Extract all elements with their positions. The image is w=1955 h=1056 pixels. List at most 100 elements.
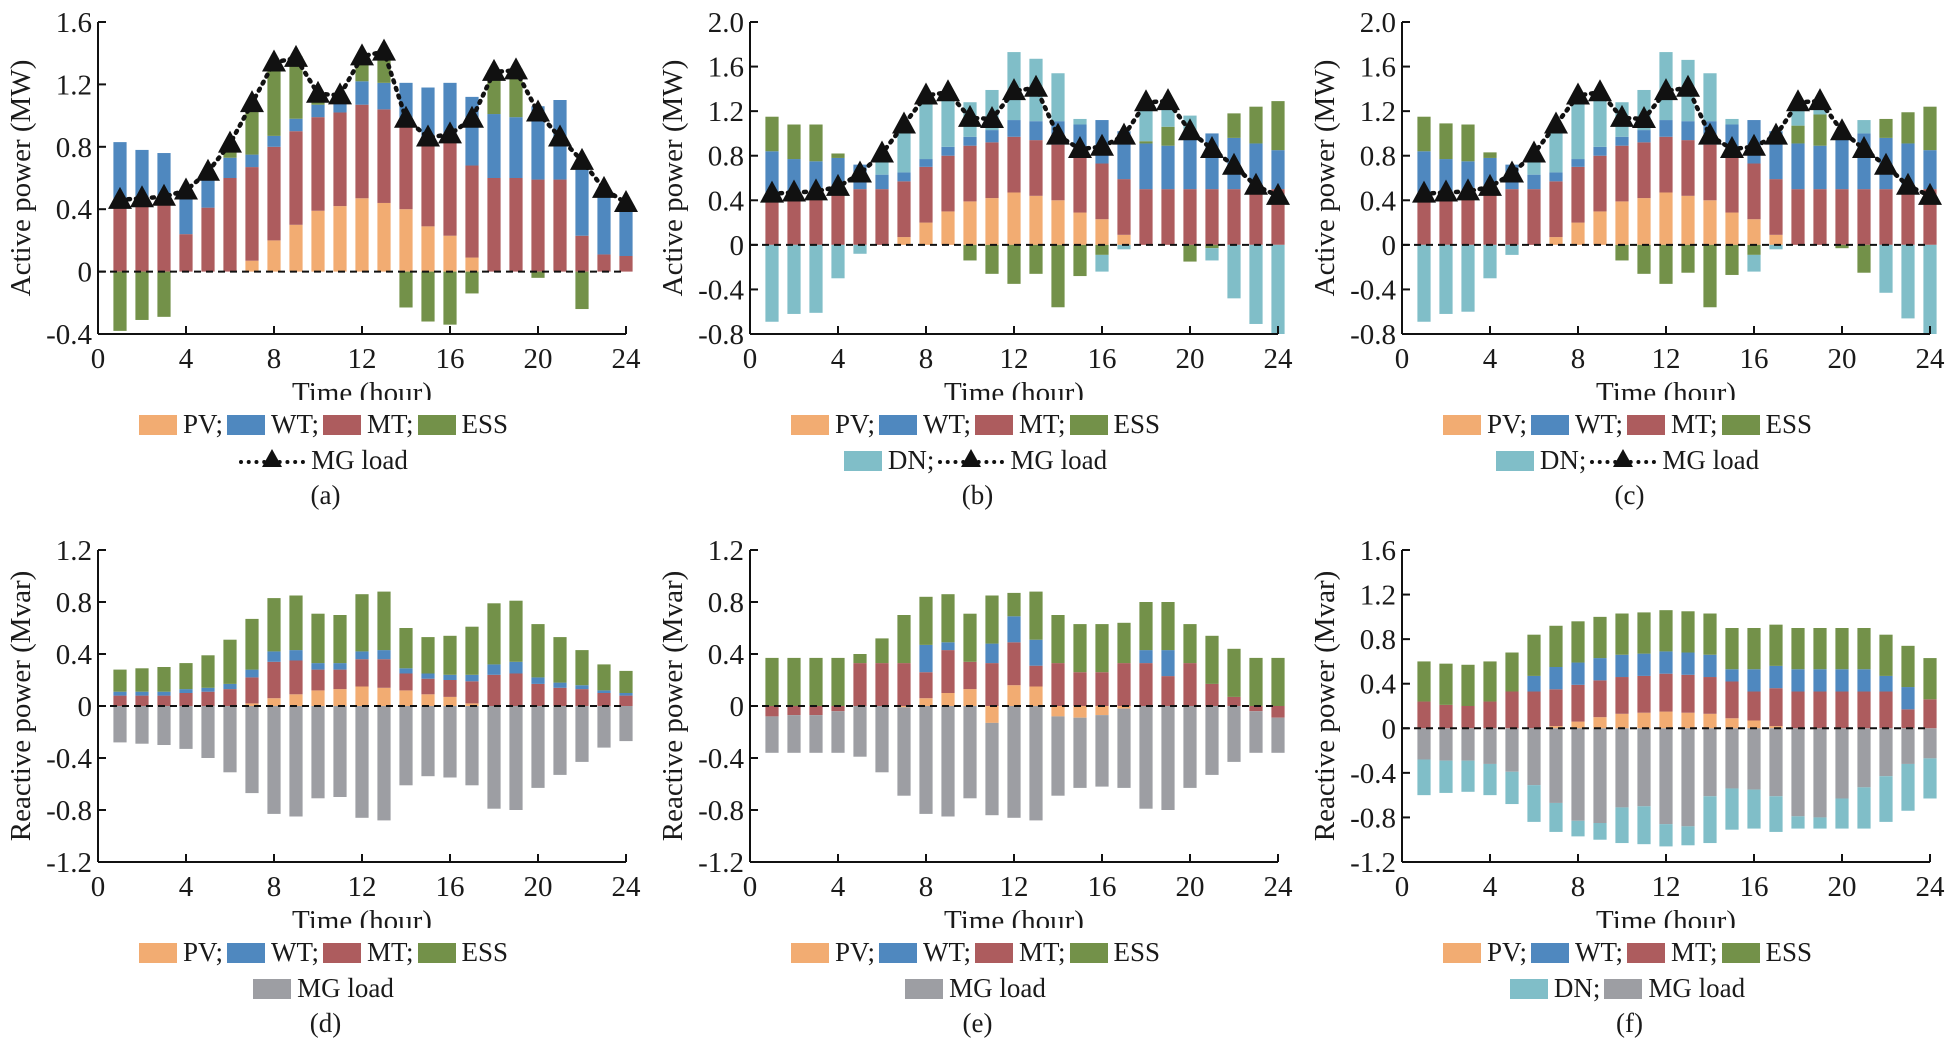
legend-item-wt: WT; [878, 409, 971, 439]
mg-load-marker-h14 [1046, 122, 1070, 145]
bar-wt-h22 [1879, 675, 1893, 692]
bar-mt-h23 [597, 254, 611, 272]
bar-mt-h7 [245, 677, 259, 704]
legend-swatch-icon [878, 415, 917, 435]
bar-mt-h13 [1029, 665, 1043, 687]
mg-load-marker-h3 [804, 178, 828, 201]
bar-mt-h9 [941, 155, 955, 212]
bar-mt-h2 [1439, 704, 1453, 729]
bar-dn-h13 [1681, 826, 1695, 846]
mg-load-marker-h6 [1522, 140, 1546, 163]
bar-mt-h6 [223, 689, 237, 706]
bar-mg-load-h11 [1637, 728, 1651, 807]
bar-mg-load-h16 [1095, 715, 1109, 787]
bar-mg-load-h9 [289, 706, 303, 817]
bar-mt-h3 [809, 706, 823, 716]
bar-pv-h16 [1747, 219, 1761, 245]
legend-item-mt: MT; [974, 409, 1066, 439]
x-tick-label: 12 [1652, 871, 1681, 903]
mg-load-marker-h7 [240, 90, 264, 113]
bar-wt-h21 [1857, 669, 1871, 692]
legend-label: MG load [311, 445, 408, 475]
mg-load-marker-h3 [1456, 178, 1480, 201]
mg-load-marker-h23 [1896, 172, 1920, 195]
legend-label: WT; [922, 409, 971, 439]
y-tick-label: -0.4 [1350, 758, 1396, 790]
bar-ess-h14 [399, 628, 413, 669]
bar-ess-h14 [1051, 615, 1065, 664]
bar-mg-load-h23 [1901, 728, 1915, 764]
bar-mt-h13 [1681, 674, 1695, 713]
y-tick-label: -0.4 [698, 743, 744, 775]
bar-mg-load-h19 [1813, 728, 1827, 818]
mg-load-marker-h18 [482, 58, 506, 81]
y-tick-label: -1.2 [1350, 847, 1396, 879]
legend-label: ESS [1765, 409, 1813, 439]
bar-dn-h8 [1571, 100, 1585, 160]
mg-load-marker-h13 [1024, 74, 1048, 97]
bar-pv-h11 [1637, 712, 1651, 729]
bar-mg-load-h18 [1139, 706, 1153, 809]
bar-pv-h16 [1747, 720, 1761, 729]
bar-mt-h24 [1923, 699, 1937, 729]
bar-mt-h10 [963, 661, 977, 690]
bar-pv-h7 [897, 706, 911, 708]
bar-mg-load-h2 [1439, 728, 1453, 761]
bar-mg-load-h5 [201, 706, 215, 758]
legend-row: DN; MG load [1304, 442, 1955, 478]
bar-mt-h17 [1769, 688, 1783, 727]
bar-ess-h10 [963, 244, 977, 261]
bar-pv-h10 [1615, 201, 1629, 245]
bar-ess-h2 [1439, 123, 1453, 160]
bar-mt-h11 [1637, 675, 1651, 713]
chart-svg-f: -1.2 -0.8 -0.4 0 0.4 0.8 1.2 1.6 0 4 8 12 16 20 24 Time… [1309, 535, 1945, 928]
bar-ess-h19 [1813, 114, 1827, 146]
bar-wt-h10 [1615, 136, 1629, 146]
bar-pv-h9 [1593, 717, 1607, 729]
bar-mt-h3 [157, 201, 171, 272]
x-tick-label: 12 [348, 343, 377, 375]
mg-load-marker-h21 [1200, 136, 1224, 159]
y-tick-label: 1.6 [1360, 52, 1396, 84]
bar-dn-h19 [1161, 106, 1175, 127]
bar-mt-h4 [831, 706, 845, 712]
bar-mt-h10 [311, 669, 325, 691]
bar-ess-h10 [311, 613, 325, 664]
legend-item-mg-load: MG load [1604, 973, 1745, 1003]
bar-mt-h7 [897, 663, 911, 706]
bar-ess-h1 [113, 669, 127, 692]
mg-load-marker-h6 [870, 140, 894, 163]
bar-ess-h19 [1813, 628, 1827, 670]
y-tick-label: -0.8 [46, 795, 92, 827]
bar-wt-h11 [985, 643, 999, 664]
x-tick-label: 0 [743, 343, 758, 375]
bar-wt-h9 [941, 642, 955, 651]
x-tick-label: 0 [1395, 343, 1410, 375]
bar-wt-h18 [487, 664, 501, 675]
y-tick-label: -0.8 [1350, 319, 1396, 351]
bar-dn-h5 [1505, 771, 1519, 805]
legend-item-line: MG load [938, 445, 1107, 475]
bar-dn-h2 [787, 244, 801, 314]
bar-dn-h16 [1095, 254, 1109, 272]
bar-mg-load-h19 [1161, 706, 1175, 810]
x-tick-label: 8 [919, 871, 934, 903]
legend-swatch-icon [1626, 415, 1665, 435]
y-tick-label: 0 [730, 230, 745, 262]
bar-wt-h10 [963, 136, 977, 146]
bar-ess-h4 [831, 657, 845, 706]
legend-f: PV; WT; MT; ESS DN; MG load [1304, 934, 1955, 1006]
chart-svg-c: -0.8 -0.4 0 0.4 0.8 1.2 1.6 2.0 0 4 8 12 16 20 24 Time … [1309, 7, 1945, 400]
bar-wt-h3 [157, 153, 171, 202]
bar-mg-load-h2 [135, 706, 149, 744]
bar-ess-h12 [1659, 610, 1673, 652]
mg-load-marker-h19 [504, 57, 528, 80]
legend-swatch-icon [974, 943, 1013, 963]
bar-dn-h7 [1549, 127, 1563, 173]
bar-pv-h15 [1725, 718, 1739, 729]
bar-wt-h9 [289, 650, 303, 661]
bar-ess-h6 [875, 638, 889, 664]
bar-mt-h8 [1571, 166, 1585, 223]
bar-dn-h14 [1051, 73, 1065, 122]
bar-wt-h15 [1725, 669, 1739, 682]
